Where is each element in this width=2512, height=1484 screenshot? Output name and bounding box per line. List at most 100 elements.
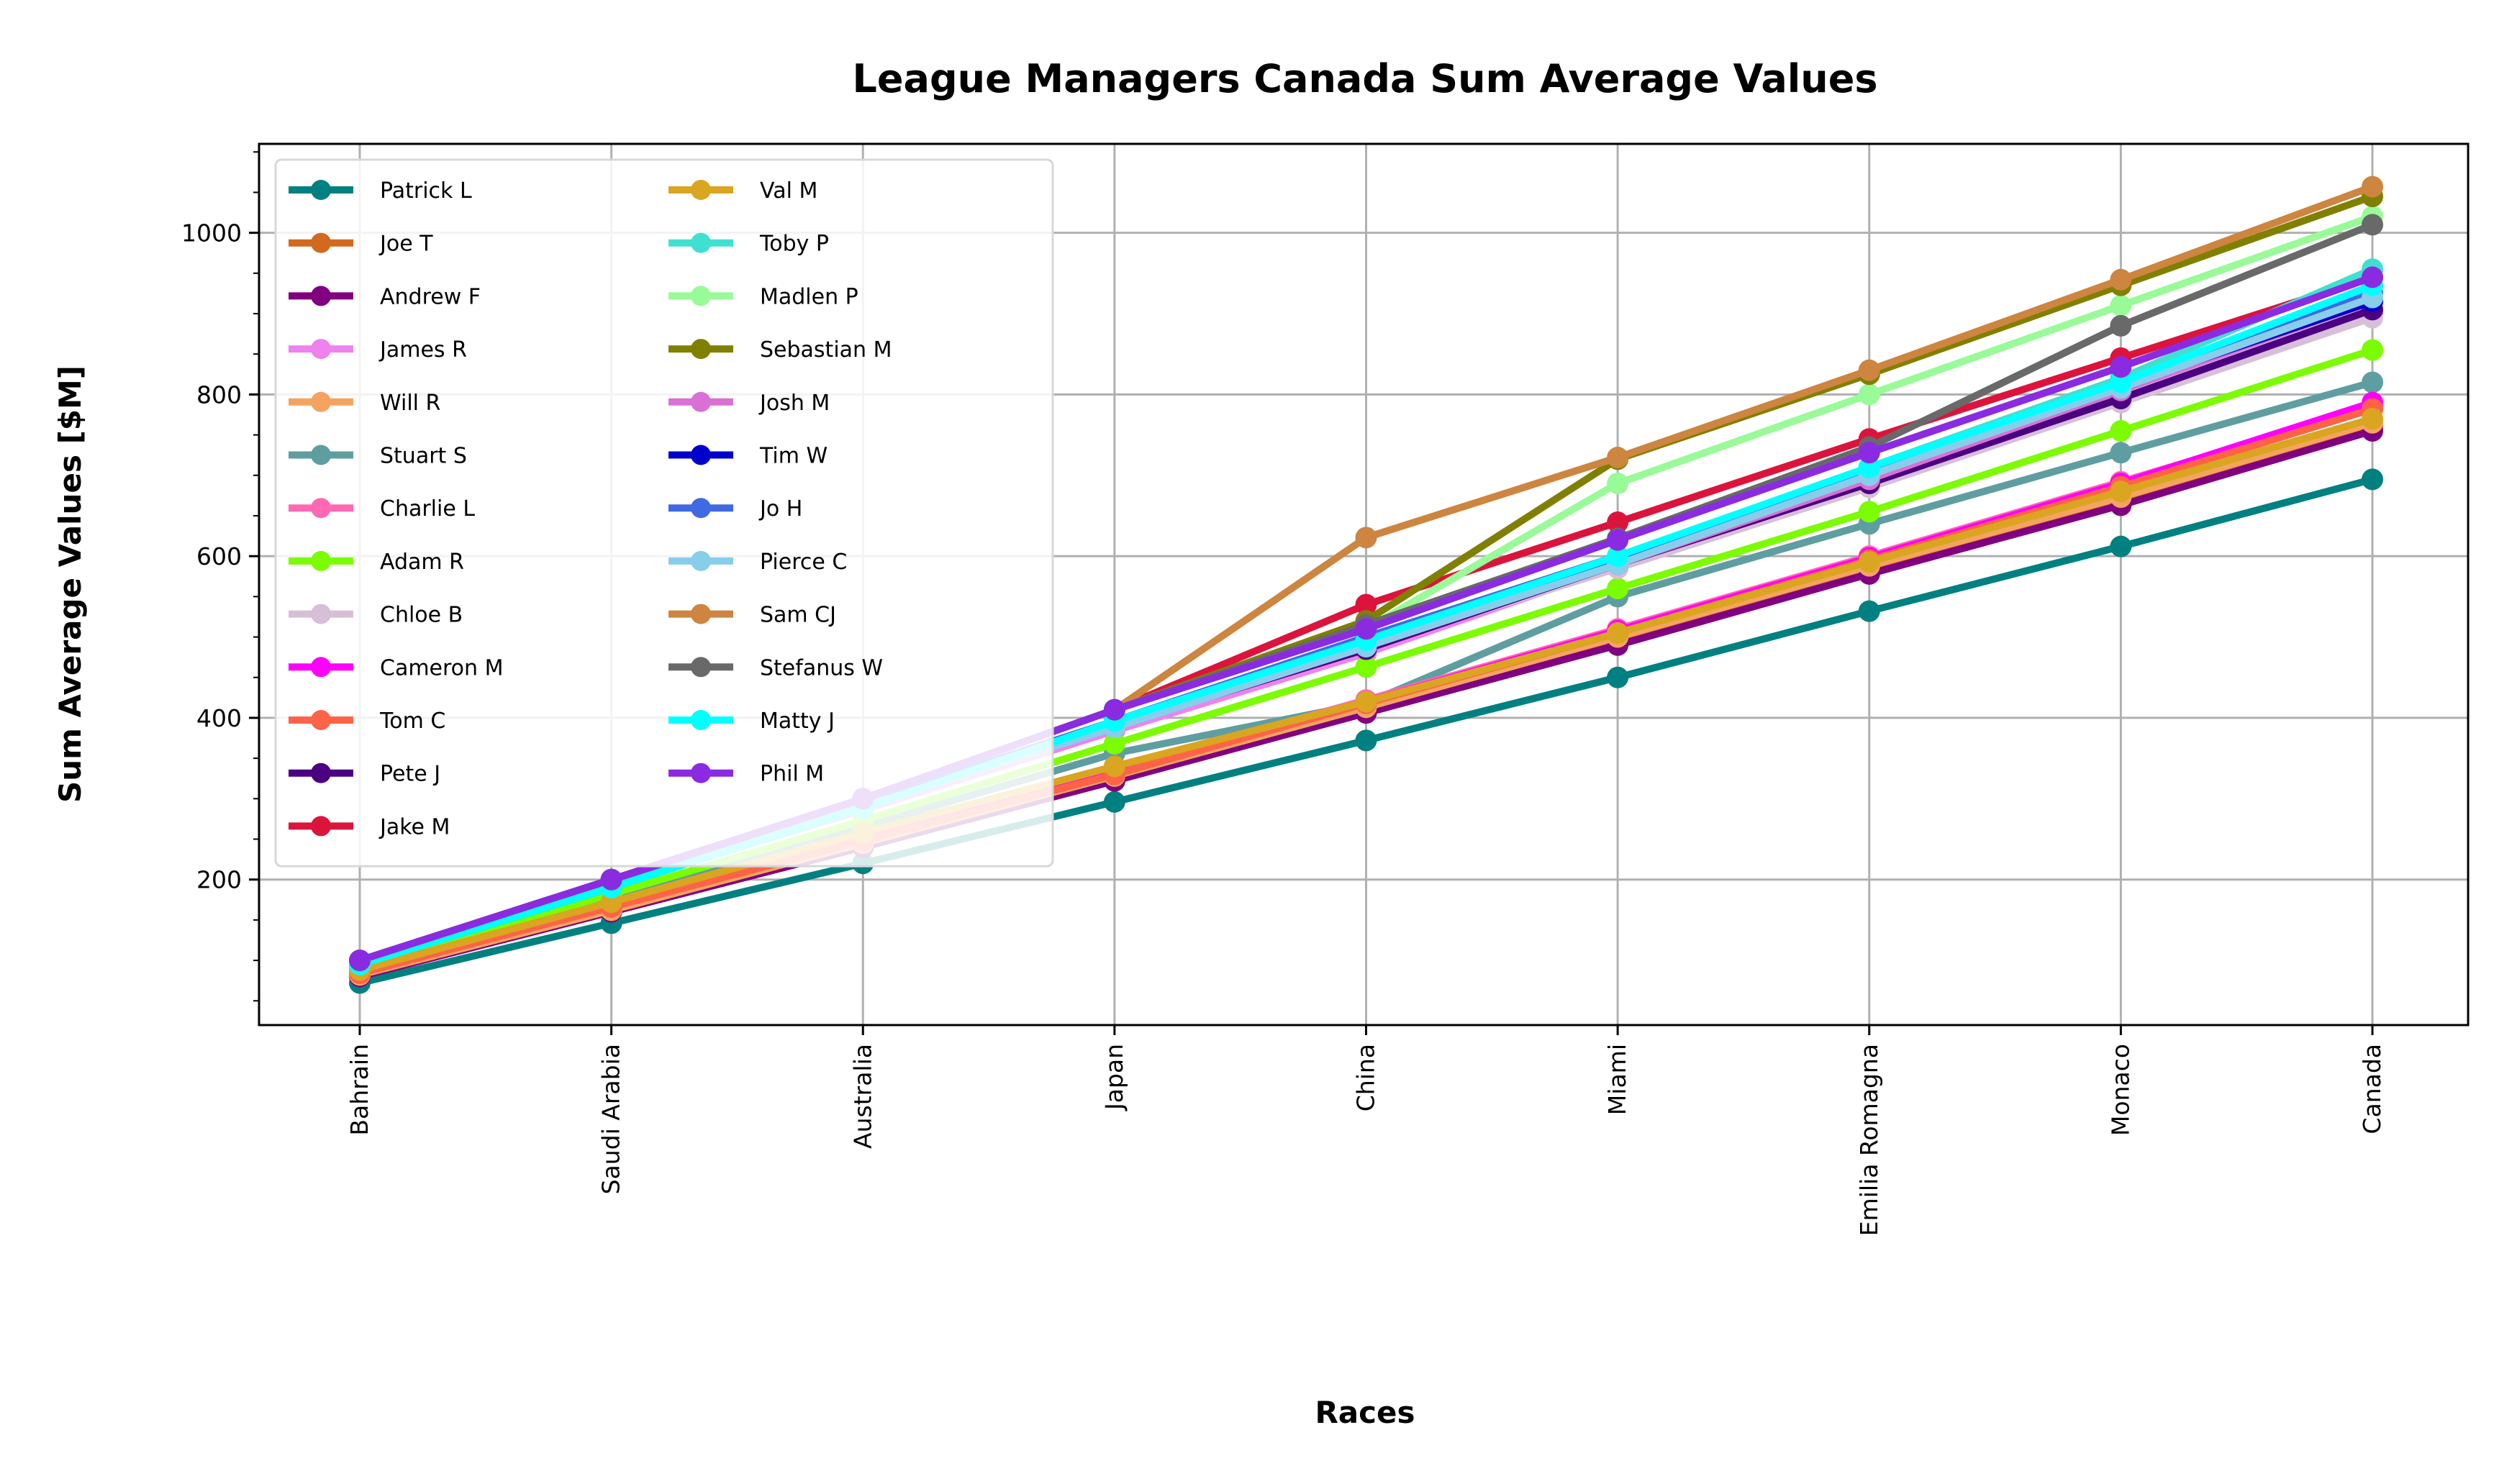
legend-entry: Charlie L bbox=[289, 496, 475, 522]
data-point bbox=[2362, 371, 2383, 393]
legend-entry: Phil M bbox=[668, 762, 824, 787]
data-point bbox=[2110, 535, 2132, 557]
legend-swatch-marker bbox=[311, 657, 331, 678]
legend-label: Tim W bbox=[759, 444, 827, 469]
legend-label: Sam CJ bbox=[760, 603, 836, 628]
data-point bbox=[349, 950, 371, 972]
y-tick-label: 1000 bbox=[181, 219, 242, 247]
legend-label: Pete J bbox=[380, 762, 440, 787]
legend-label: Sebastian M bbox=[760, 337, 892, 363]
legend-entry: Val M bbox=[668, 178, 817, 204]
legend-entry: Josh M bbox=[668, 391, 830, 416]
legend-swatch-marker bbox=[691, 710, 711, 730]
legend-swatch-marker bbox=[311, 232, 331, 253]
legend-entry: Sam CJ bbox=[668, 603, 836, 628]
legend-label: Val M bbox=[760, 178, 817, 204]
legend-entry: Sebastian M bbox=[668, 337, 892, 363]
data-point bbox=[1607, 578, 1629, 600]
data-point bbox=[2362, 408, 2383, 430]
legend-entry: Will R bbox=[289, 391, 440, 416]
legend-label: Charlie L bbox=[380, 496, 475, 522]
data-point bbox=[1607, 622, 1629, 644]
legend-swatch-marker bbox=[311, 604, 331, 624]
x-tick-label: Canada bbox=[2358, 1044, 2386, 1134]
legend-label: Josh M bbox=[758, 391, 830, 416]
legend-swatch-marker bbox=[691, 604, 711, 624]
x-tick-label: Miami bbox=[1603, 1044, 1631, 1115]
data-point bbox=[1858, 501, 1880, 523]
legend-label: Patrick L bbox=[380, 178, 472, 204]
legend-swatch-marker bbox=[691, 232, 711, 253]
data-point bbox=[2110, 314, 2132, 337]
data-point bbox=[1355, 618, 1377, 640]
data-point bbox=[2362, 266, 2383, 288]
legend-label: Toby P bbox=[759, 232, 829, 257]
legend-entry: Pierce C bbox=[668, 550, 847, 575]
chart-title: League Managers Canada Sum Average Value… bbox=[853, 56, 1878, 101]
legend-swatch-marker bbox=[311, 286, 331, 306]
data-point bbox=[1103, 698, 1125, 721]
legend: Patrick L Joe T Andrew F James R Will R Stuar… bbox=[274, 158, 1054, 868]
legend-label: Chloe B bbox=[380, 603, 463, 628]
legend-swatch-marker bbox=[311, 710, 331, 730]
legend-entry: Adam R bbox=[289, 550, 464, 575]
data-point bbox=[1858, 383, 1880, 406]
data-point bbox=[1607, 473, 1629, 495]
legend-swatch-marker bbox=[691, 180, 711, 200]
legend-label: Tom C bbox=[379, 709, 445, 734]
legend-entry: Tim W bbox=[668, 444, 827, 469]
data-point bbox=[2110, 419, 2132, 442]
x-axis-label: Races bbox=[1315, 1395, 1415, 1430]
data-point bbox=[2110, 268, 2132, 291]
x-tick-label: Saudi Arabia bbox=[597, 1044, 625, 1194]
legend-entry: Toby P bbox=[668, 232, 829, 257]
data-point bbox=[1858, 442, 1880, 464]
legend-label: Cameron M bbox=[380, 655, 503, 680]
legend-label: Jake M bbox=[378, 814, 450, 839]
x-tick-label: Australia bbox=[848, 1044, 876, 1149]
legend-swatch-marker bbox=[691, 339, 711, 360]
y-tick-label: 600 bbox=[196, 542, 242, 570]
x-tick-label: Monaco bbox=[2106, 1044, 2134, 1136]
legend-swatch-marker bbox=[311, 816, 331, 837]
plot-frame bbox=[258, 142, 2470, 1026]
legend-swatch-marker bbox=[691, 763, 711, 783]
data-point bbox=[1103, 755, 1125, 778]
legend-swatch-marker bbox=[691, 445, 711, 465]
legend-swatch-marker bbox=[311, 339, 331, 360]
legend-label: Stuart S bbox=[380, 444, 467, 469]
data-point bbox=[1355, 593, 1377, 616]
x-tick-label: Emilia Romagna bbox=[1855, 1044, 1883, 1236]
legend-swatch-marker bbox=[311, 391, 331, 412]
data-point bbox=[1355, 527, 1377, 549]
data-point bbox=[2110, 442, 2132, 464]
data-point bbox=[600, 868, 622, 891]
data-point bbox=[1103, 732, 1125, 755]
legend-swatch-marker bbox=[691, 286, 711, 306]
legend-entry: Matty J bbox=[668, 709, 835, 734]
data-point bbox=[2110, 371, 2132, 393]
x-tick-label: China bbox=[1352, 1044, 1380, 1111]
legend-swatch-marker bbox=[691, 391, 711, 412]
legend-label: Jo H bbox=[758, 496, 802, 522]
legend-entry: Cameron M bbox=[289, 655, 503, 680]
data-point bbox=[1607, 529, 1629, 551]
legend-entry: Joe T bbox=[289, 232, 433, 257]
legend-label: Andrew F bbox=[380, 284, 481, 309]
legend-entry: Chloe B bbox=[289, 603, 463, 628]
legend-swatch-marker bbox=[311, 498, 331, 519]
data-point bbox=[2362, 339, 2383, 361]
legend-entry: Madlen P bbox=[668, 284, 858, 309]
data-point bbox=[1355, 691, 1377, 713]
legend-label: Stefanus W bbox=[760, 655, 883, 680]
data-point bbox=[1607, 545, 1629, 568]
legend-label: Matty J bbox=[760, 709, 835, 734]
data-point bbox=[2362, 176, 2383, 198]
data-point bbox=[2110, 481, 2132, 503]
legend-swatch-marker bbox=[691, 550, 711, 571]
legend-swatch-marker bbox=[691, 657, 711, 678]
legend-swatch-marker bbox=[691, 498, 711, 519]
data-point bbox=[1858, 600, 1880, 622]
legend-label: Joe T bbox=[378, 232, 433, 257]
legend-entry: Stefanus W bbox=[668, 655, 883, 680]
